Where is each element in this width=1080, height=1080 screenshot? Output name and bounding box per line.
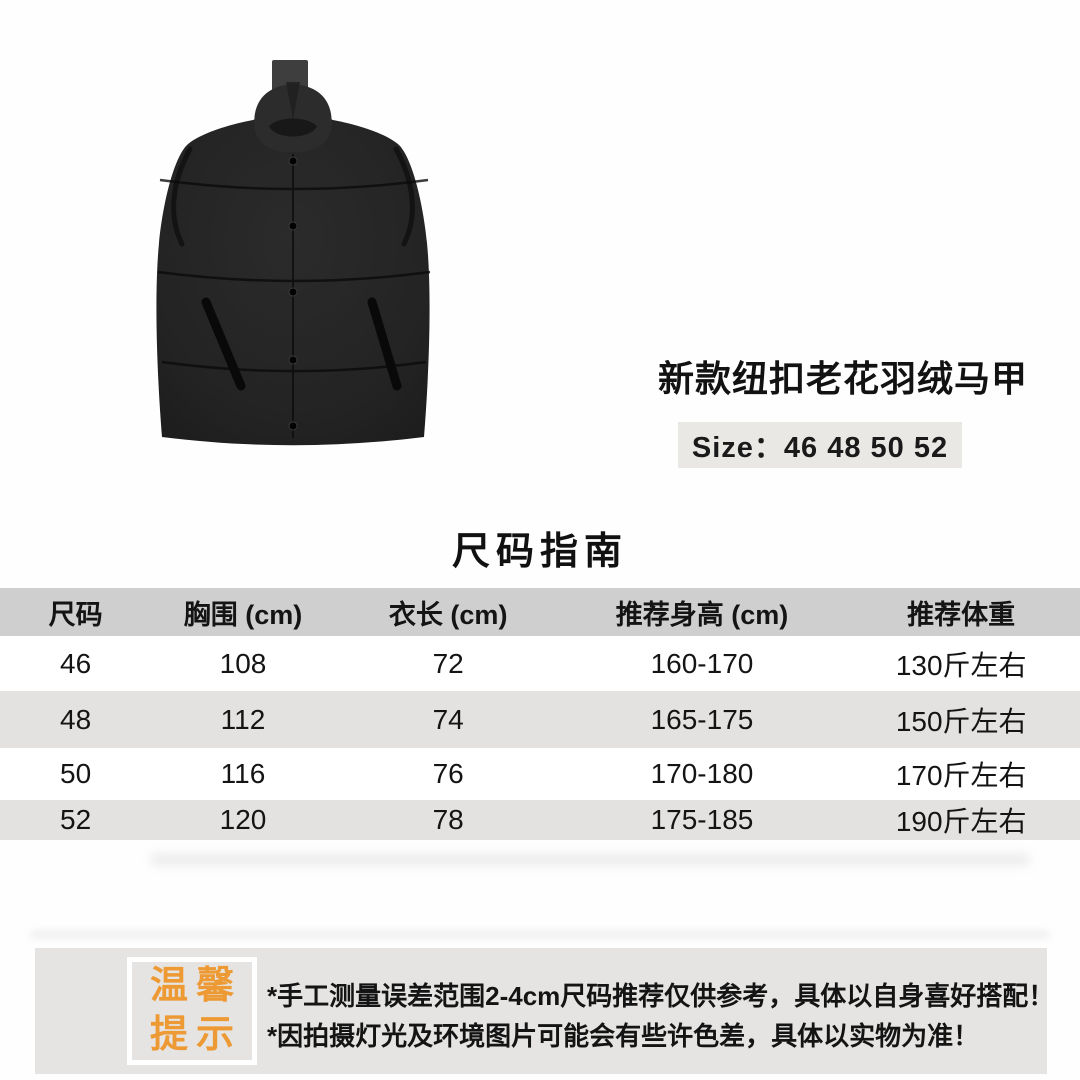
size-table-body: 46 108 72 160-170 130斤左右 48 112 74 165-175 150斤左右…: [0, 636, 1080, 840]
table-cell: 116: [220, 758, 266, 789]
table-cell: 74: [432, 703, 464, 735]
table-cell: 175-185: [650, 804, 754, 835]
warm-tips-line2: 提示: [149, 1014, 242, 1056]
table-cell: 48: [60, 703, 92, 735]
column-header: 胸围 (cm): [183, 599, 303, 630]
size-guide-heading: 尺码指南: [451, 531, 628, 573]
right-pocket-welt: [367, 297, 402, 391]
left-armhole: [171, 146, 193, 247]
table-row: 46 108 72 160-170 130斤左右: [0, 636, 1080, 691]
table-cell: 165-175: [650, 703, 754, 735]
collar-notch: [286, 82, 300, 120]
table-cell: 190斤左右: [895, 806, 1027, 837]
table-cell: 50: [60, 758, 92, 789]
table-cell: 108: [219, 647, 267, 679]
table-cell: 120: [219, 804, 267, 835]
column-header: 推荐体重: [907, 599, 1016, 630]
table-row: 48 112 74 165-175 150斤左右: [0, 691, 1080, 748]
table-cell: 72: [432, 647, 464, 679]
table-cell: 76: [432, 758, 464, 789]
tips-band: 温馨 提示 *手工测量误差范围2-4cm尺码推荐仅供参考，具体以自身喜好搭配！ …: [35, 948, 1054, 1074]
warm-tips-line1: 温馨: [149, 964, 242, 1007]
warm-tips-badge: 温馨 提示: [127, 957, 257, 1065]
table-cell: 52: [60, 804, 92, 835]
size-options-box: Size：46 48 50 52: [678, 422, 962, 468]
watermark-smudge: [30, 931, 1050, 938]
tips-text: *手工测量误差范围2-4cm尺码推荐仅供参考，具体以自身喜好搭配！ *因拍摄灯光…: [267, 976, 1054, 1056]
size-table: 尺码 胸围 (cm) 衣长 (cm) 推荐身高 (cm) 推荐体重 46 108 72 160…: [0, 588, 1080, 840]
product-title: 新款纽扣老花羽绒马甲: [657, 358, 1028, 399]
right-armhole: [393, 146, 415, 247]
table-cell: 160-170: [650, 647, 754, 679]
product-photo: [100, 30, 520, 450]
table-cell: 78: [432, 804, 464, 835]
buttons: [288, 156, 298, 431]
vest-graphic: [156, 60, 431, 446]
table-cell: 150斤左右: [895, 705, 1027, 737]
column-header: 推荐身高 (cm): [615, 599, 789, 630]
column-header: 衣长 (cm): [388, 599, 508, 630]
table-cell: 46: [60, 647, 92, 679]
table-cell: 170斤左右: [895, 760, 1027, 791]
tips-text-line: *手工测量误差范围2-4cm尺码推荐仅供参考，具体以自身喜好搭配！: [267, 981, 1055, 1011]
size-options-label: Size：46 48 50 52: [691, 432, 949, 464]
watermark-smudge: [150, 853, 1030, 866]
column-header: 尺码: [48, 599, 103, 630]
size-table-header-row: 尺码 胸围 (cm) 衣长 (cm) 推荐身高 (cm) 推荐体重: [0, 588, 1080, 636]
collar-inner-shadow: [269, 118, 317, 137]
table-cell: 130斤左右: [895, 649, 1027, 681]
table-cell: 170-180: [650, 758, 754, 789]
table-cell: 112: [220, 703, 266, 735]
table-row: 50 116 76 170-180 170斤左右: [0, 748, 1080, 800]
left-pocket-welt: [201, 297, 246, 391]
tips-text-line: *因拍摄灯光及环境图片可能会有些许色差，具体以实物为准！: [267, 1021, 980, 1051]
table-row: 52 120 78 175-185 190斤左右: [0, 800, 1080, 840]
